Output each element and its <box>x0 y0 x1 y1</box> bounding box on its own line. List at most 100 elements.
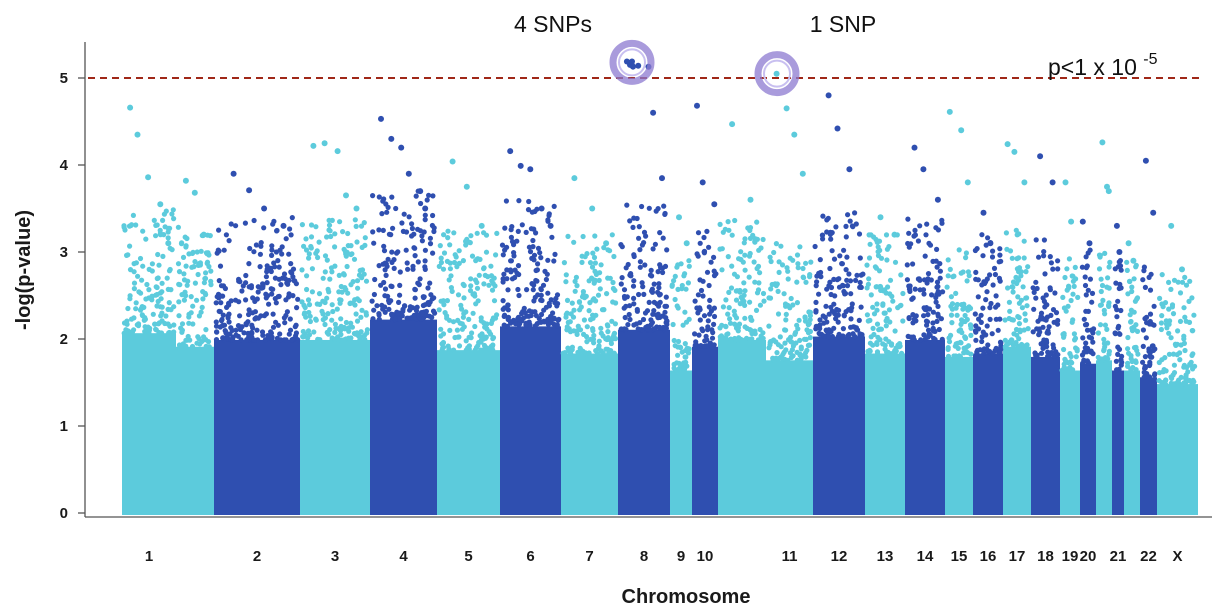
snp-point <box>338 331 344 338</box>
snp-point <box>979 338 985 345</box>
snp-point <box>349 251 355 257</box>
snp-point <box>1007 308 1013 314</box>
snp-point <box>371 240 377 246</box>
snp-point <box>788 334 794 340</box>
snp-point <box>961 301 967 307</box>
snp-point <box>243 272 249 279</box>
snp-point <box>671 337 677 344</box>
snp-point <box>397 269 403 275</box>
snp-point <box>1052 290 1058 296</box>
snp-point <box>359 307 365 313</box>
snp-point <box>623 326 629 333</box>
snp-point <box>1066 256 1072 262</box>
snp-point <box>251 337 257 343</box>
snp-point <box>962 334 968 340</box>
snp-point <box>1037 329 1043 335</box>
snp-point <box>956 353 962 359</box>
snp-point <box>508 258 514 264</box>
snp-point <box>1020 284 1026 290</box>
snp-point <box>140 263 146 269</box>
snp-point <box>609 232 615 238</box>
snp-point <box>1181 305 1187 311</box>
snp-point <box>598 325 604 331</box>
snp-point <box>589 264 596 270</box>
snp-point <box>213 337 220 343</box>
snp-point <box>1003 230 1010 236</box>
snp-point <box>1160 304 1166 310</box>
snp-point <box>963 255 969 261</box>
snp-point <box>878 255 885 261</box>
snp-point <box>637 264 643 270</box>
snp-point <box>597 286 603 292</box>
snp-point <box>426 301 432 308</box>
snp-point <box>826 327 832 333</box>
snp-point <box>390 225 396 231</box>
snp-point <box>308 222 315 228</box>
snp-point <box>165 286 171 292</box>
snp-point <box>353 223 359 229</box>
snp-point <box>171 304 177 310</box>
snp-point <box>751 259 757 265</box>
snp-point <box>598 262 604 268</box>
snp-point <box>984 289 990 295</box>
snp-point <box>577 307 583 313</box>
snp-point <box>379 211 385 217</box>
chromosome-band-1 <box>122 333 176 515</box>
snp-point <box>899 350 905 356</box>
snp-peak-point <box>398 144 405 151</box>
snp-point <box>794 279 800 285</box>
snp-point <box>1179 279 1186 285</box>
snp-point <box>663 294 669 300</box>
snp-point <box>1089 290 1096 296</box>
snp-peak-point <box>1113 222 1120 229</box>
snp-point <box>662 263 669 269</box>
snp-point <box>127 243 133 249</box>
snp-point <box>311 329 317 335</box>
x-tick-label-chr-21: 21 <box>1110 548 1127 565</box>
snp-point <box>625 322 631 328</box>
snp-point <box>283 236 289 242</box>
snp-point <box>393 205 399 212</box>
snp-point <box>823 303 829 309</box>
snp-point <box>886 307 893 313</box>
snp-point <box>246 261 252 267</box>
snp-point <box>324 295 330 301</box>
snp-point <box>755 287 762 293</box>
snp-point <box>131 269 137 275</box>
snp-point <box>515 263 522 269</box>
snp-point <box>171 329 177 335</box>
snp-point <box>940 289 946 295</box>
snp-point <box>533 267 539 274</box>
snp-point <box>333 325 339 331</box>
snp-point <box>593 348 599 354</box>
snp-point <box>572 288 578 294</box>
snp-point <box>203 327 209 333</box>
snp-point <box>543 276 550 283</box>
snp-point <box>483 249 490 255</box>
snp-point <box>997 246 1003 252</box>
snp-point <box>813 308 819 314</box>
snp-point <box>460 258 466 264</box>
snp-point <box>987 316 993 322</box>
snp-point <box>1100 297 1106 303</box>
snp-point <box>218 318 225 324</box>
snp-point <box>1175 328 1181 334</box>
snp-point <box>626 311 632 318</box>
snp-point <box>963 250 970 256</box>
snp-point <box>980 253 986 259</box>
snp-point <box>996 275 1003 281</box>
snp-point <box>166 268 173 274</box>
chromosome-band-14 <box>905 339 945 515</box>
snp-point <box>1006 299 1013 305</box>
snp-point <box>1051 345 1057 351</box>
snp-point <box>1087 247 1093 253</box>
snp-point <box>860 271 866 277</box>
snp-point <box>159 318 165 324</box>
snp-point <box>1114 314 1120 320</box>
snp-point <box>995 327 1001 333</box>
snp-point <box>1140 343 1146 349</box>
snp-point <box>313 250 319 256</box>
snp-point <box>426 192 432 198</box>
snp-point <box>1183 318 1189 324</box>
snp-point <box>781 291 787 297</box>
